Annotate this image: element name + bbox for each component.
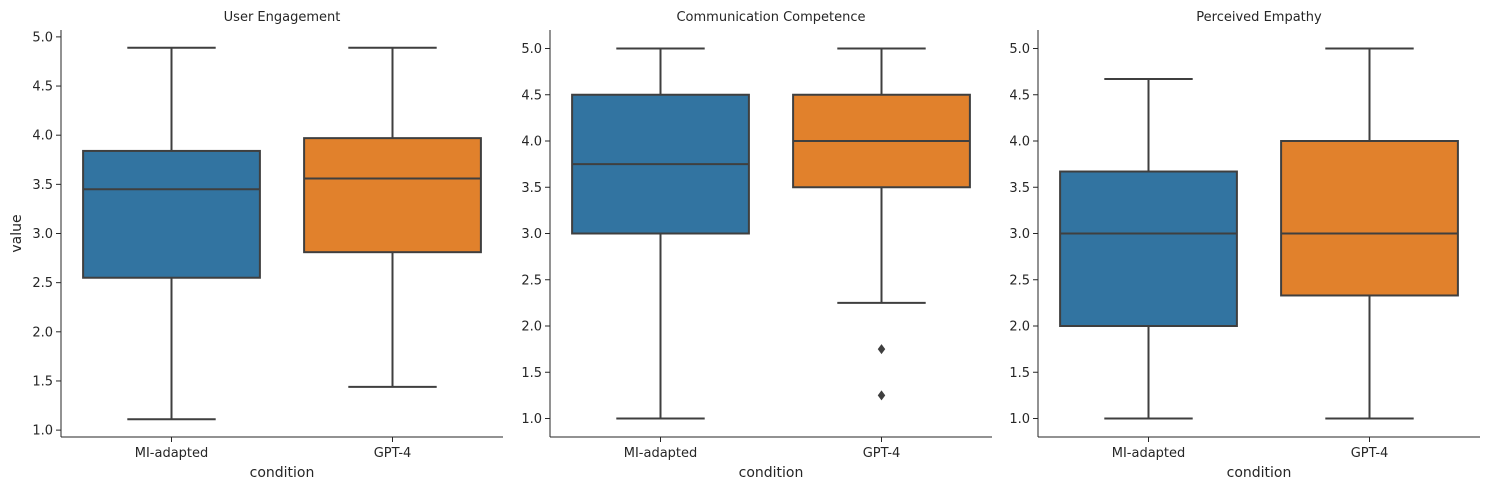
box-mi-adapted <box>82 149 261 279</box>
y-tick-label: 2.5 <box>521 273 542 288</box>
x-tick-label: GPT-4 <box>1351 446 1389 461</box>
x-tick-label: MI-adapted <box>624 446 698 461</box>
y-tick-label: 1.0 <box>32 424 53 439</box>
y-tick-label: 4.0 <box>521 135 542 150</box>
y-tick-label: 3.5 <box>521 181 542 196</box>
y-tick-label: 1.5 <box>1009 366 1030 381</box>
panel-title: Perceived Empathy <box>1196 10 1322 25</box>
y-tick-label: 2.5 <box>32 276 53 291</box>
y-tick-label: 1.5 <box>521 366 542 381</box>
y-tick-label: 5.0 <box>32 30 53 45</box>
y-tick-label: 4.5 <box>32 80 53 95</box>
panel-title: Communication Competence <box>676 10 865 25</box>
y-tick-label: 2.0 <box>1009 320 1030 335</box>
outlier-point <box>877 390 886 401</box>
x-tick-label: MI-adapted <box>135 446 209 461</box>
y-tick-label: 2.5 <box>1009 273 1030 288</box>
y-axis-label: value <box>9 214 25 252</box>
y-tick-label: 5.0 <box>1009 42 1030 57</box>
y-tick-label: 4.0 <box>32 129 53 144</box>
panel-title: User Engagement <box>224 10 341 25</box>
y-tick-label: 4.5 <box>1009 88 1030 103</box>
box-gpt-4 <box>1280 140 1459 297</box>
box-mi-adapted <box>1059 170 1238 327</box>
x-axis-label: condition <box>1227 465 1292 481</box>
x-tick-label: MI-adapted <box>1112 446 1186 461</box>
y-tick-label: 3.0 <box>32 227 53 242</box>
box-gpt-4 <box>303 137 482 254</box>
y-tick-label: 5.0 <box>521 42 542 57</box>
y-tick-label: 2.0 <box>32 325 53 340</box>
y-tick-label: 1.5 <box>32 374 53 389</box>
outlier-point <box>877 344 886 355</box>
x-tick-label: GPT-4 <box>863 446 901 461</box>
x-tick-label: GPT-4 <box>374 446 412 461</box>
y-tick-label: 3.0 <box>1009 227 1030 242</box>
y-tick-label: 3.5 <box>1009 181 1030 196</box>
x-axis-label: condition <box>250 465 315 481</box>
y-tick-label: 1.0 <box>1009 412 1030 427</box>
y-tick-label: 2.0 <box>521 320 542 335</box>
y-tick-label: 1.0 <box>521 412 542 427</box>
y-tick-label: 4.0 <box>1009 135 1030 150</box>
x-axis-label: condition <box>739 465 804 481</box>
y-tick-label: 3.5 <box>32 178 53 193</box>
y-tick-label: 3.0 <box>521 227 542 242</box>
y-tick-label: 4.5 <box>521 88 542 103</box>
